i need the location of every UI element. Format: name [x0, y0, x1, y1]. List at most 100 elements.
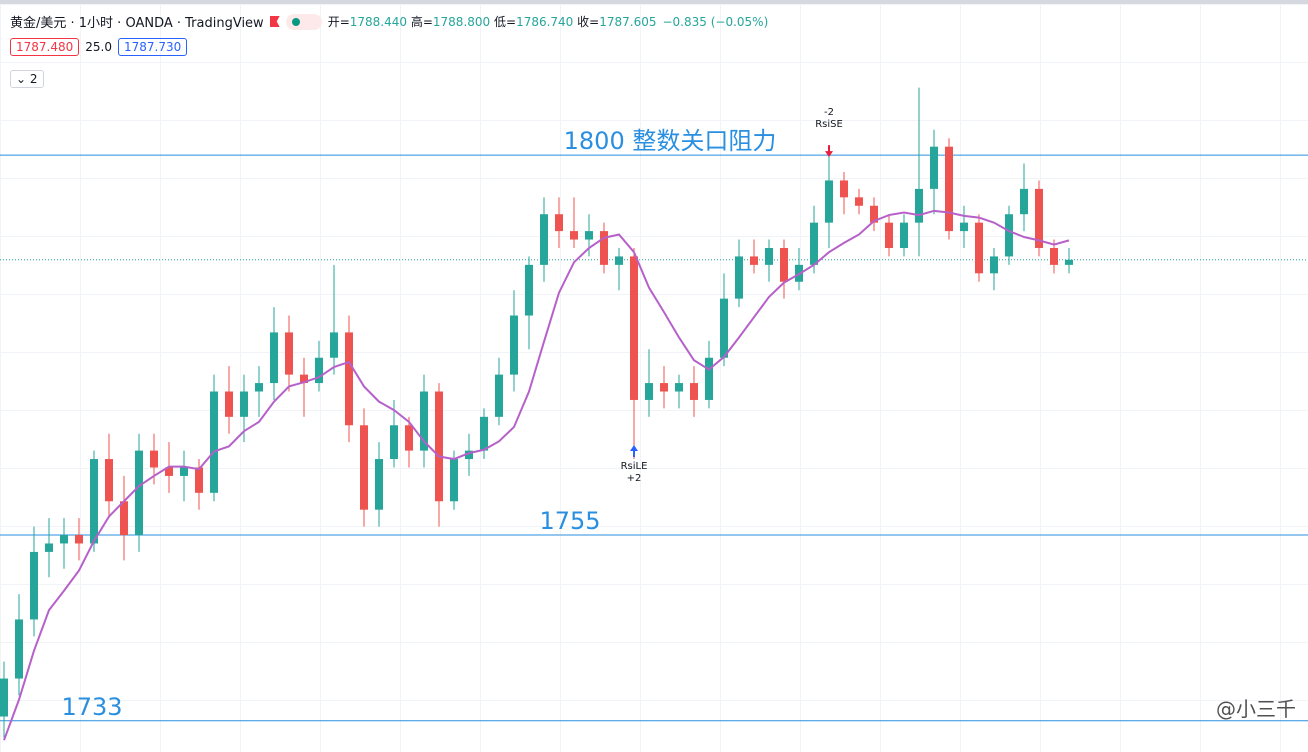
candle-body	[930, 146, 938, 189]
candle-body	[615, 256, 623, 265]
candle-body	[45, 543, 53, 552]
candle-body	[810, 222, 818, 265]
level-label: 1755	[539, 507, 600, 535]
candle-body	[645, 383, 653, 400]
candle-body	[900, 222, 908, 248]
candle-body	[330, 332, 338, 358]
level-label: 1733	[61, 693, 122, 721]
candle-body	[240, 391, 248, 417]
candle-body	[1035, 188, 1043, 248]
candle-body	[720, 298, 728, 358]
ohlc-value: 1786.740	[516, 15, 574, 29]
signal-label: RsiSE	[815, 119, 843, 130]
candle-body	[1050, 247, 1058, 265]
ask[interactable]: 1787.730	[117, 38, 188, 56]
indicator-toggle[interactable]: ⌄ 2	[10, 70, 44, 88]
candle-body	[540, 214, 548, 265]
candle-body	[990, 256, 998, 274]
candle-body	[150, 450, 158, 468]
candle-body	[15, 619, 23, 679]
ohlc-value: 1787.605	[599, 15, 657, 29]
indicator-count: 2	[29, 72, 38, 86]
quote-row: 1787.480 25.0 1787.730	[10, 38, 188, 56]
candle-body	[300, 374, 308, 384]
candle-body	[1065, 259, 1073, 265]
candle-body	[120, 501, 128, 536]
candle-body	[390, 425, 398, 460]
moving-average	[3, 209, 1070, 741]
candle-body	[225, 391, 233, 417]
candle-body	[210, 391, 218, 493]
candle-body	[960, 222, 968, 232]
level-label: 1800 整数关口阻力	[564, 127, 777, 155]
ohlc-label: 收=	[577, 15, 600, 29]
candle-body	[600, 231, 608, 265]
candle-body	[750, 256, 758, 265]
candle-body	[915, 188, 923, 223]
candle-body	[825, 180, 833, 223]
candle-body	[555, 214, 563, 232]
candle-body	[945, 146, 953, 232]
ohlc-label: 低=	[494, 15, 517, 29]
candle-body	[180, 467, 188, 476]
candle-body	[690, 383, 698, 400]
candle-body	[630, 256, 638, 400]
watermark: @小三千	[1216, 697, 1296, 721]
candle-body	[765, 247, 773, 265]
candle-body	[885, 222, 893, 248]
candle-body	[1005, 214, 1013, 257]
candle-body	[870, 205, 878, 223]
bid[interactable]: 1787.480	[10, 38, 80, 56]
candle-body	[135, 450, 143, 536]
candle-body	[195, 467, 203, 493]
candle-body	[345, 332, 353, 426]
candle-body	[465, 450, 473, 460]
candle-body	[315, 357, 323, 384]
candle-body	[420, 391, 428, 451]
candle-body	[735, 256, 743, 299]
signal-qty: +2	[627, 473, 642, 484]
signal-arrow	[630, 445, 638, 458]
ohlc: 开=1788.440 高=1788.800 低=1786.740 收=1787.…	[328, 13, 657, 30]
status-pill[interactable]	[285, 13, 322, 30]
candle-body	[450, 459, 458, 502]
candle-body	[30, 551, 38, 620]
candle-body	[705, 357, 713, 400]
candle-body	[675, 383, 683, 392]
candle-body	[165, 467, 173, 476]
candle-body	[270, 332, 278, 384]
candle-body	[660, 383, 668, 392]
candle-body	[435, 391, 443, 502]
symbol[interactable]: 黄金/美元 · 1小时 · OANDA · TradingView	[10, 16, 264, 31]
candle-body	[855, 197, 863, 206]
candle-body	[105, 459, 113, 502]
indicator-row: ⌄ 2	[10, 70, 44, 88]
candle-body	[360, 425, 368, 510]
signal-label: RsiLE	[621, 461, 648, 472]
ohlc-label: 高=	[410, 15, 433, 29]
ohlc-value: 1788.800	[432, 15, 491, 29]
candle-body	[60, 535, 68, 544]
ohlc-label: 开=	[327, 15, 350, 29]
candle-body	[975, 222, 983, 274]
signal-arrow	[825, 145, 833, 158]
candle-body	[585, 231, 593, 240]
signal-qty: -2	[824, 107, 834, 118]
candle-body	[480, 416, 488, 451]
candle-body	[75, 535, 83, 544]
spread: 25.0	[85, 40, 112, 54]
candle-body	[90, 459, 98, 544]
candle-body	[375, 459, 383, 510]
candle-body	[495, 374, 503, 417]
change: −0.835 (−0.05%)	[662, 14, 769, 29]
candle-body	[840, 180, 848, 198]
ohlc-value: 1788.440	[349, 15, 408, 29]
candle-body	[525, 264, 533, 316]
legend-row: 黄金/美元 · 1小时 · OANDA · TradingView 开=1788…	[10, 12, 768, 31]
candle-body	[1020, 188, 1028, 215]
flag-icon[interactable]	[269, 16, 280, 27]
candle-body	[0, 678, 8, 717]
candle-body	[780, 247, 788, 282]
